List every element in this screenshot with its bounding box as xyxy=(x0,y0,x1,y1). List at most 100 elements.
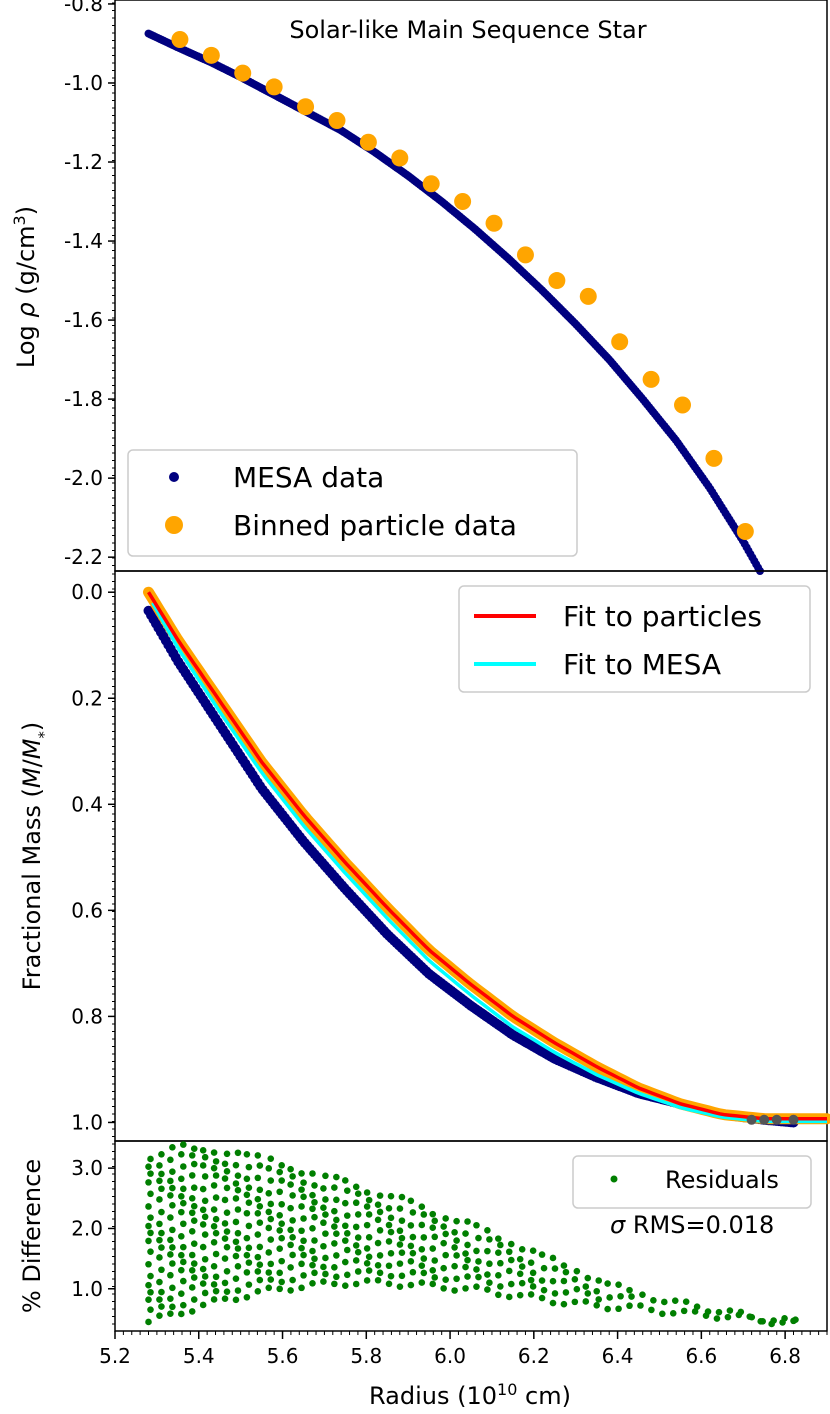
residual-point xyxy=(551,1265,559,1272)
residual-point xyxy=(199,1162,207,1169)
residual-point xyxy=(145,1260,152,1268)
residual-point xyxy=(201,1289,209,1297)
top-legend: MESA data Binned particle data xyxy=(127,449,578,557)
residual-point xyxy=(398,1249,406,1257)
y-tick-label: 0.0 xyxy=(71,580,103,604)
residual-point xyxy=(409,1249,417,1257)
residual-point xyxy=(265,1208,273,1216)
residual-point xyxy=(475,1234,482,1242)
residual-point xyxy=(234,1186,242,1194)
residual-point xyxy=(396,1283,404,1290)
residual-point xyxy=(429,1224,437,1231)
residual-point xyxy=(265,1269,273,1276)
residual-point xyxy=(418,1279,426,1286)
residual-point xyxy=(671,1297,679,1304)
residual-point xyxy=(639,1291,646,1298)
residual-point xyxy=(167,1156,174,1164)
binned-data-point xyxy=(359,133,377,151)
residual-point xyxy=(409,1233,417,1241)
binned-data-point xyxy=(485,214,503,232)
legend-fit-mesa-label: Fit to MESA xyxy=(563,648,721,681)
top-binned-series xyxy=(171,31,754,540)
residual-point xyxy=(180,1258,187,1266)
residual-point xyxy=(453,1217,460,1225)
residual-point xyxy=(232,1218,240,1226)
residual-point xyxy=(267,1215,275,1223)
residual-point xyxy=(584,1274,592,1282)
residual-point xyxy=(190,1160,198,1168)
residual-point xyxy=(256,1219,264,1226)
residual-point xyxy=(540,1286,548,1294)
residual-point xyxy=(278,1200,285,1208)
residual-point xyxy=(398,1217,406,1224)
residual-point xyxy=(365,1211,373,1218)
residual-point xyxy=(210,1239,218,1246)
residual-point xyxy=(298,1244,305,1252)
residual-point xyxy=(234,1229,242,1237)
residual-point xyxy=(385,1238,393,1245)
residual-point xyxy=(322,1270,329,1278)
residual-point xyxy=(256,1162,264,1169)
residual-point xyxy=(145,1237,152,1245)
residual-point xyxy=(473,1221,480,1229)
residual-point xyxy=(199,1185,207,1193)
residual-point xyxy=(300,1179,307,1186)
residual-point xyxy=(352,1183,360,1191)
residual-point xyxy=(256,1202,264,1210)
residual-point xyxy=(464,1273,471,1280)
x-axis-label: Radius (1010 cm) xyxy=(369,1380,571,1411)
residual-point xyxy=(234,1263,242,1270)
middle-minor-ticks xyxy=(112,573,115,1137)
residual-point xyxy=(212,1250,220,1258)
residual-point xyxy=(147,1288,154,1296)
residual-point xyxy=(289,1251,296,1259)
residual-point xyxy=(199,1280,207,1287)
residual-point xyxy=(440,1285,447,1292)
top-legend-box xyxy=(127,449,578,557)
residual-point xyxy=(188,1228,196,1235)
residual-point xyxy=(243,1293,251,1301)
residual-point xyxy=(180,1141,187,1148)
residual-point xyxy=(289,1192,296,1199)
y-tick-label: 3.0 xyxy=(71,1156,103,1180)
residual-point xyxy=(223,1168,231,1175)
residual-point xyxy=(661,1298,668,1306)
legend-binned-marker xyxy=(165,516,183,534)
residual-point xyxy=(188,1266,196,1274)
residual-point xyxy=(265,1165,273,1172)
residual-point xyxy=(180,1185,187,1193)
residual-point xyxy=(243,1191,251,1199)
residual-point xyxy=(180,1163,187,1170)
residual-point xyxy=(516,1255,524,1263)
legend-residuals-label: Residuals xyxy=(665,1166,779,1194)
residual-point xyxy=(713,1315,721,1322)
residual-point xyxy=(287,1241,294,1249)
residual-point xyxy=(311,1182,318,1189)
residual-point xyxy=(374,1262,382,1269)
residual-point xyxy=(648,1306,655,1314)
y-tick-label: -2.0 xyxy=(64,466,103,490)
residual-point xyxy=(593,1302,601,1309)
residual-point xyxy=(407,1258,415,1265)
residual-point xyxy=(595,1296,603,1303)
residual-point xyxy=(158,1170,165,1178)
residual-point xyxy=(352,1242,360,1249)
residual-point xyxy=(418,1203,426,1211)
residual-point xyxy=(243,1269,251,1276)
residual-point xyxy=(145,1179,152,1186)
residual-point xyxy=(442,1230,449,1238)
residual-point xyxy=(322,1230,329,1237)
residual-point xyxy=(320,1263,327,1271)
residual-point xyxy=(156,1236,163,1244)
residual-point xyxy=(167,1192,174,1199)
residual-point xyxy=(223,1228,231,1235)
binned-data-point xyxy=(297,98,315,116)
residual-point xyxy=(341,1282,349,1290)
residual-point xyxy=(540,1264,548,1272)
residual-point xyxy=(507,1280,515,1288)
residual-point xyxy=(265,1189,273,1197)
residual-point xyxy=(516,1291,524,1299)
residual-point xyxy=(278,1177,285,1184)
residual-point xyxy=(223,1268,231,1275)
residual-point xyxy=(245,1244,253,1252)
